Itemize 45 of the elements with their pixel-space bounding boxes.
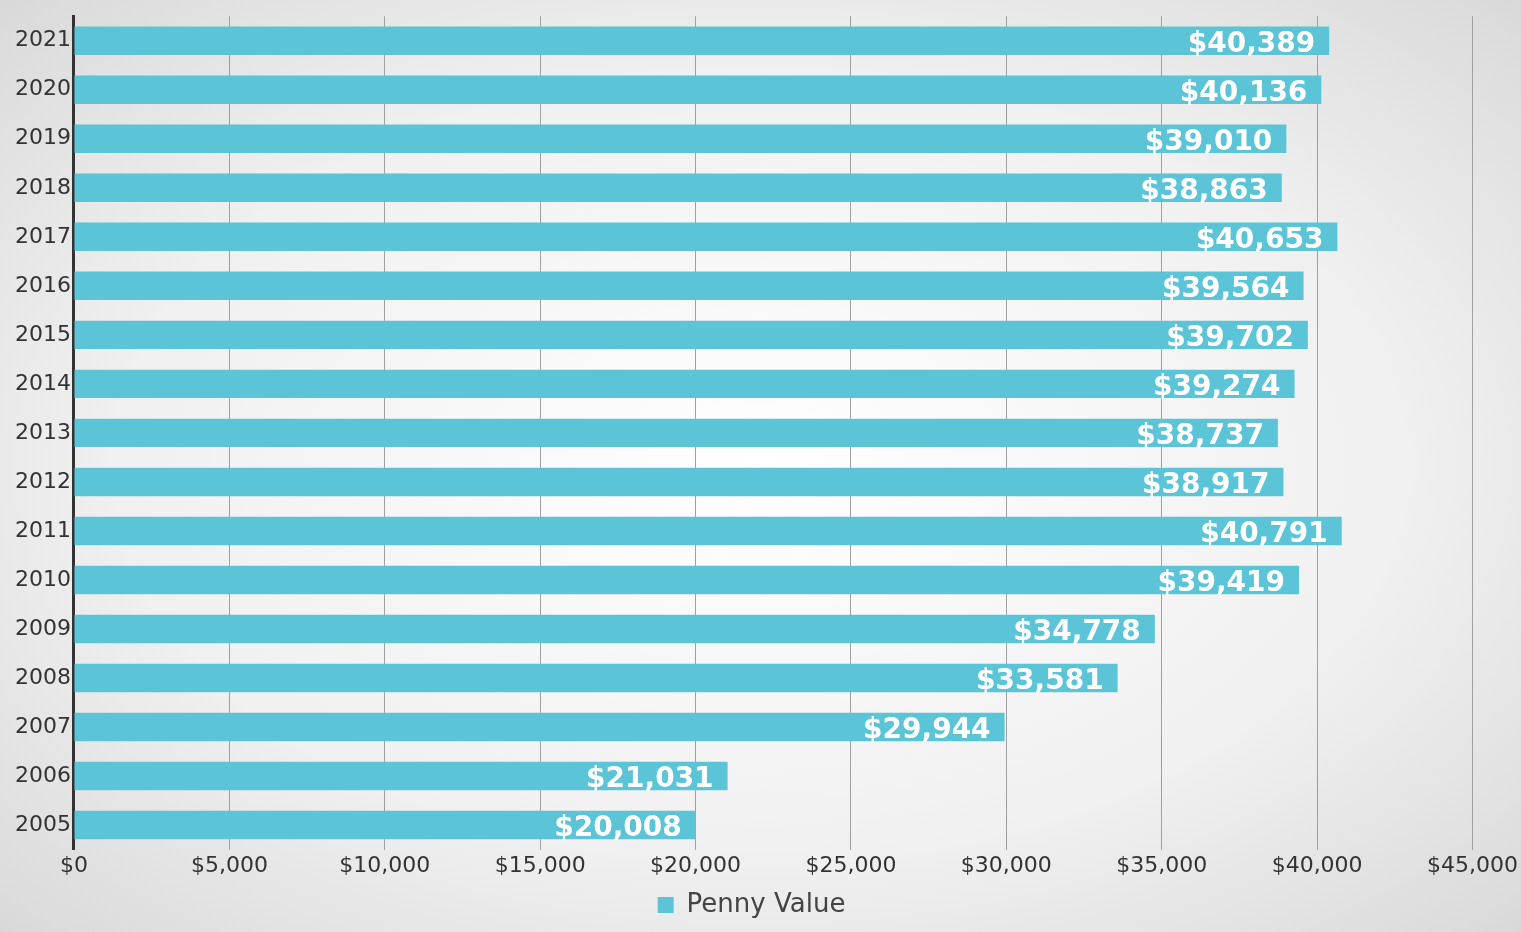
y-tick-label: 2005: [14, 810, 71, 836]
x-tick-label: $15,000: [494, 851, 586, 877]
data-label: $40,136: [1179, 75, 1308, 109]
y-tick-label: 2010: [14, 565, 71, 591]
data-label: $33,581: [976, 663, 1104, 697]
data-label: $38,917: [1141, 467, 1270, 501]
data-label: $39,702: [1166, 320, 1294, 354]
data-label: $40,653: [1195, 222, 1324, 256]
y-tick-label: 2011: [14, 516, 71, 542]
data-label: $38,863: [1140, 173, 1268, 207]
data-label: $39,419: [1157, 565, 1286, 599]
x-tick-label: $25,000: [805, 851, 897, 877]
y-tick-label: 2018: [14, 173, 71, 199]
x-tick-label: $30,000: [960, 851, 1052, 877]
y-tick-label: 2019: [14, 124, 71, 150]
x-tick-label: $0: [59, 851, 88, 877]
y-tick-label: 2008: [14, 663, 71, 689]
x-tick-label: $10,000: [339, 851, 431, 877]
data-label: $39,564: [1162, 271, 1290, 305]
y-tick-label: 2006: [14, 761, 71, 787]
x-tick-label: $35,000: [1116, 851, 1208, 877]
data-label: $38,737: [1136, 418, 1264, 452]
y-tick-label: 2017: [14, 222, 71, 248]
y-tick-label: 2021: [14, 26, 71, 52]
y-tick-label: 2007: [14, 712, 71, 738]
x-tick-label: $5,000: [190, 851, 268, 877]
y-tick-label: 2016: [14, 271, 71, 297]
y-tick-label: 2012: [14, 467, 71, 493]
data-label: $40,791: [1200, 516, 1328, 550]
legend-label: Penny Value: [686, 887, 846, 918]
data-label: $39,274: [1153, 369, 1281, 403]
data-label: $40,389: [1187, 25, 1316, 59]
x-tick-label: $45,000: [1427, 851, 1518, 877]
data-label: $21,031: [586, 761, 714, 795]
y-tick-label: 2014: [14, 369, 71, 395]
y-tick-label: 2009: [14, 614, 71, 640]
data-label: $39,010: [1144, 124, 1273, 158]
x-tick-label: $40,000: [1271, 851, 1363, 877]
x-tick-label: $20,000: [650, 851, 742, 877]
y-tick-label: 2020: [14, 75, 71, 101]
data-label: $20,008: [554, 810, 682, 844]
y-tick-label: 2015: [14, 320, 71, 346]
y-tick-label: 2013: [14, 418, 71, 444]
data-label: $34,778: [1013, 614, 1141, 648]
data-label: $29,944: [863, 712, 991, 746]
